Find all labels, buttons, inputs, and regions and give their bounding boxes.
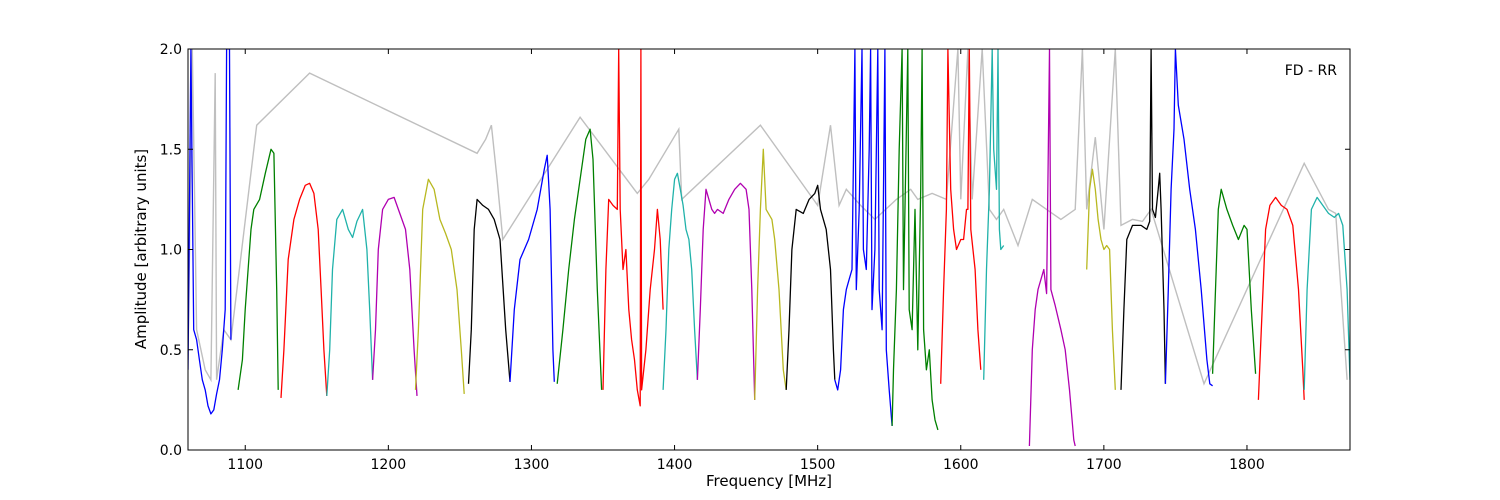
- x-tick-label: 1700: [1086, 457, 1122, 473]
- background-series-line: [188, 49, 1348, 386]
- series-line-2: [237, 148, 279, 390]
- chart-annotation: FD - RR: [1285, 63, 1338, 79]
- tick-layer: 1100 1200 1300 1400 1500 1600 1700 1800 0.0 0.5 1.…: [160, 42, 1350, 473]
- series-line-17: [940, 49, 982, 384]
- x-tick-label: 1100: [227, 457, 263, 473]
- x-axis-label: Frequency [MHz]: [706, 472, 832, 490]
- x-tick-label: 1200: [371, 457, 407, 473]
- series-line-6: [414, 178, 465, 394]
- y-tick-label: 0.0: [160, 443, 182, 459]
- y-tick-label: 1.5: [160, 142, 182, 158]
- series-layer: [188, 49, 1350, 447]
- series-line-5: [371, 196, 418, 396]
- series-line-25: [1303, 196, 1350, 390]
- x-tick-label: 1300: [514, 457, 550, 473]
- x-tick-label: 1800: [1229, 457, 1265, 473]
- series-line-1: [188, 49, 232, 415]
- series-line-9: [556, 128, 603, 390]
- series-line-16: [891, 49, 939, 431]
- series-line-8: [509, 154, 555, 382]
- series-line-13: [754, 148, 787, 400]
- x-tick-label: 1600: [943, 457, 979, 473]
- series-line-4: [326, 208, 374, 396]
- series-line-23: [1211, 188, 1257, 374]
- series-line-3: [280, 182, 328, 398]
- series-line-7: [467, 198, 511, 384]
- x-tick-label: 1400: [657, 457, 693, 473]
- series-line-18: [983, 49, 1005, 380]
- series-line-10: [602, 49, 664, 407]
- series-line-15: [834, 49, 893, 426]
- series-line-21: [1120, 49, 1167, 390]
- series-line-22: [1164, 49, 1213, 387]
- y-axis-label: Amplitude [arbitrary units]: [132, 149, 150, 349]
- series-line-12: [696, 182, 756, 400]
- series-line-14: [785, 184, 836, 390]
- series-line-20: [1086, 168, 1116, 390]
- series-line-19: [1028, 49, 1076, 447]
- y-tick-label: 1.0: [160, 243, 182, 259]
- y-tick-label: 2.0: [160, 42, 182, 58]
- series-line-11: [662, 172, 699, 390]
- x-tick-label: 1500: [800, 457, 836, 473]
- series-line-24: [1257, 196, 1305, 400]
- y-tick-label: 0.5: [160, 343, 182, 359]
